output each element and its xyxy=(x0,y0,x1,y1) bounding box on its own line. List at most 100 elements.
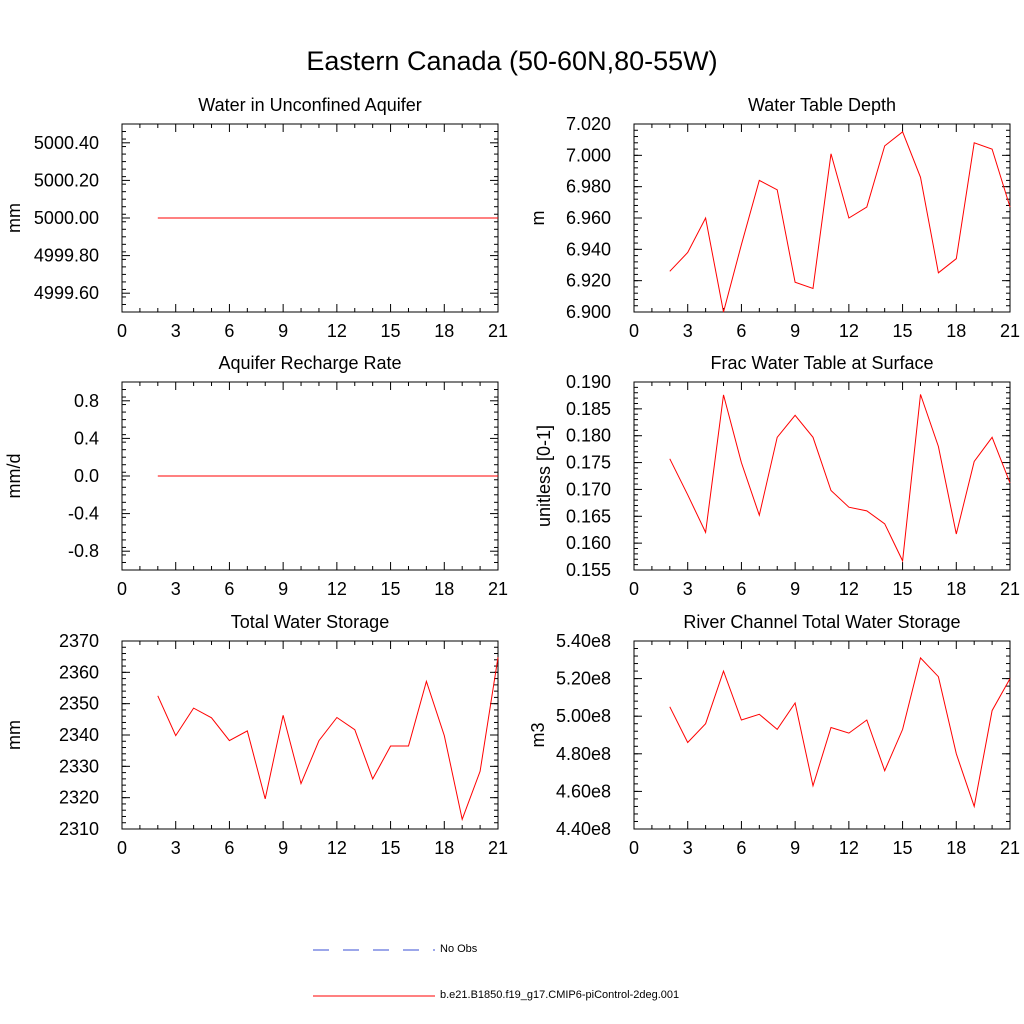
panel-2-xtick-label: 12 xyxy=(839,321,859,341)
panel-4-ytick-label: 0.180 xyxy=(566,426,611,446)
panel-2-series-line xyxy=(669,130,1011,313)
panel-5-xtick-label: 15 xyxy=(381,838,401,858)
panel-4-ytick-label: 0.175 xyxy=(566,453,611,473)
panel-4-ytick-label: 0.170 xyxy=(566,479,611,499)
panel-1-xtick-label: 21 xyxy=(488,321,508,341)
panel-5-plot-frame xyxy=(121,640,499,830)
panel-4-xtick-label: 3 xyxy=(683,579,693,599)
panel-4-title: Frac Water Table at Surface xyxy=(710,353,933,373)
panel-4-xtick-label: 6 xyxy=(736,579,746,599)
panel-6-ytick-label: 4.40e8 xyxy=(556,819,611,839)
panel-2-title: Water Table Depth xyxy=(748,95,896,115)
panel-3-xtick-label: 12 xyxy=(327,579,347,599)
panel-4-series-line xyxy=(669,394,1011,563)
panel-2-xtick-label: 18 xyxy=(946,321,966,341)
panel-2-ytick-label: 7.000 xyxy=(566,145,611,165)
panel-3-xtick-label: 18 xyxy=(434,579,454,599)
panel-3-xtick-label: 15 xyxy=(381,579,401,599)
panel-1-ytick-label: 5000.40 xyxy=(34,133,99,153)
panel-3-ylabel: mm/d xyxy=(4,454,24,499)
panel-4-xtick-label: 15 xyxy=(893,579,913,599)
panel-3-ytick-label: -0.8 xyxy=(68,541,99,561)
panel-6-series-line xyxy=(669,656,1011,809)
panel-4-ytick-label: 0.190 xyxy=(566,372,611,392)
panel-1-ytick-label: 5000.20 xyxy=(34,170,99,190)
panel-1-title: Water in Unconfined Aquifer xyxy=(198,95,421,115)
panel-3-ytick-label: -0.4 xyxy=(68,504,99,524)
panel-1-xtick-label: 9 xyxy=(278,321,288,341)
panel-3-title: Aquifer Recharge Rate xyxy=(218,353,401,373)
panel-1-xtick-label: 12 xyxy=(327,321,347,341)
panel-2-xtick-label: 3 xyxy=(683,321,693,341)
panel-4-xtick-label: 9 xyxy=(790,579,800,599)
panel-2-ytick-label: 6.940 xyxy=(566,239,611,259)
panel-2-ytick-label: 6.980 xyxy=(566,177,611,197)
panel-1-xtick-label: 6 xyxy=(224,321,234,341)
panel-5-ytick-label: 2330 xyxy=(59,756,99,776)
panel-5-ytick-label: 2370 xyxy=(59,631,99,651)
panel-5-ytick-label: 2360 xyxy=(59,662,99,682)
panel-3-xtick-label: 0 xyxy=(117,579,127,599)
panel-6-ylabel: m3 xyxy=(528,722,548,747)
panel-2-xtick-label: 0 xyxy=(629,321,639,341)
panel-2-ytick-label: 7.020 xyxy=(566,114,611,134)
figure-title: Eastern Canada (50-60N,80-55W) xyxy=(306,46,718,76)
panel-6-title: River Channel Total Water Storage xyxy=(683,612,960,632)
panel-5-xtick-label: 3 xyxy=(171,838,181,858)
panel-1-ytick-label: 4999.80 xyxy=(34,246,99,266)
panel-5-xtick-label: 6 xyxy=(224,838,234,858)
panel-2-ylabel: m xyxy=(528,211,548,226)
panel-3-ytick-label: 0.0 xyxy=(74,466,99,486)
panel-5-ytick-label: 2320 xyxy=(59,788,99,808)
panel-6-xtick-label: 21 xyxy=(1000,838,1020,858)
panel-5-title: Total Water Storage xyxy=(231,612,389,632)
panel-2-xtick-label: 21 xyxy=(1000,321,1020,341)
panel-4-ylabel: unitless [0-1] xyxy=(534,425,554,527)
panel-4-xtick-label: 12 xyxy=(839,579,859,599)
panel-6-xtick-label: 6 xyxy=(736,838,746,858)
panel-5-ytick-label: 2310 xyxy=(59,819,99,839)
panel-6-xtick-label: 18 xyxy=(946,838,966,858)
panel-3-ytick-label: 0.8 xyxy=(74,391,99,411)
panel-5-xtick-label: 12 xyxy=(327,838,347,858)
panel-4-ytick-label: 0.160 xyxy=(566,533,611,553)
panel-6-plot-frame xyxy=(633,640,1011,830)
panel-3-xtick-label: 6 xyxy=(224,579,234,599)
panel-4-ytick-label: 0.155 xyxy=(566,560,611,580)
panel-5-ytick-label: 2350 xyxy=(59,694,99,714)
panel-3-xtick-label: 21 xyxy=(488,579,508,599)
panel-6-ytick-label: 5.20e8 xyxy=(556,669,611,689)
panel-5-ytick-label: 2340 xyxy=(59,725,99,745)
panel-2-ytick-label: 6.920 xyxy=(566,271,611,291)
panel-2-ytick-label: 6.900 xyxy=(566,302,611,322)
panel-4-xtick-label: 18 xyxy=(946,579,966,599)
panel-4-ytick-label: 0.185 xyxy=(566,399,611,419)
panel-2-xtick-label: 9 xyxy=(790,321,800,341)
panel-4-xtick-label: 0 xyxy=(629,579,639,599)
panel-4-xtick-label: 21 xyxy=(1000,579,1020,599)
panel-5-series-line xyxy=(157,657,499,822)
panel-1-xtick-label: 0 xyxy=(117,321,127,341)
panel-3-ytick-label: 0.4 xyxy=(74,428,99,448)
panel-6-ytick-label: 5.40e8 xyxy=(556,631,611,651)
panel-1-ytick-label: 5000.00 xyxy=(34,208,99,228)
panel-5-xtick-label: 18 xyxy=(434,838,454,858)
panel-1-xtick-label: 18 xyxy=(434,321,454,341)
panel-1-ytick-label: 4999.60 xyxy=(34,283,99,303)
panel-6-xtick-label: 3 xyxy=(683,838,693,858)
panel-5-xtick-label: 21 xyxy=(488,838,508,858)
panel-2-xtick-label: 6 xyxy=(736,321,746,341)
panel-5-xtick-label: 9 xyxy=(278,838,288,858)
panel-2-xtick-label: 15 xyxy=(893,321,913,341)
panel-5-ylabel: mm xyxy=(4,720,24,750)
panel-6-xtick-label: 9 xyxy=(790,838,800,858)
panel-1-ylabel: mm xyxy=(4,203,24,233)
panel-1-xtick-label: 15 xyxy=(381,321,401,341)
panel-2-ytick-label: 6.960 xyxy=(566,208,611,228)
panel-6-xtick-label: 0 xyxy=(629,838,639,858)
panel-6-xtick-label: 12 xyxy=(839,838,859,858)
panel-4-plot-frame xyxy=(633,381,1011,571)
panel-6-xtick-label: 15 xyxy=(893,838,913,858)
panel-3-xtick-label: 3 xyxy=(171,579,181,599)
